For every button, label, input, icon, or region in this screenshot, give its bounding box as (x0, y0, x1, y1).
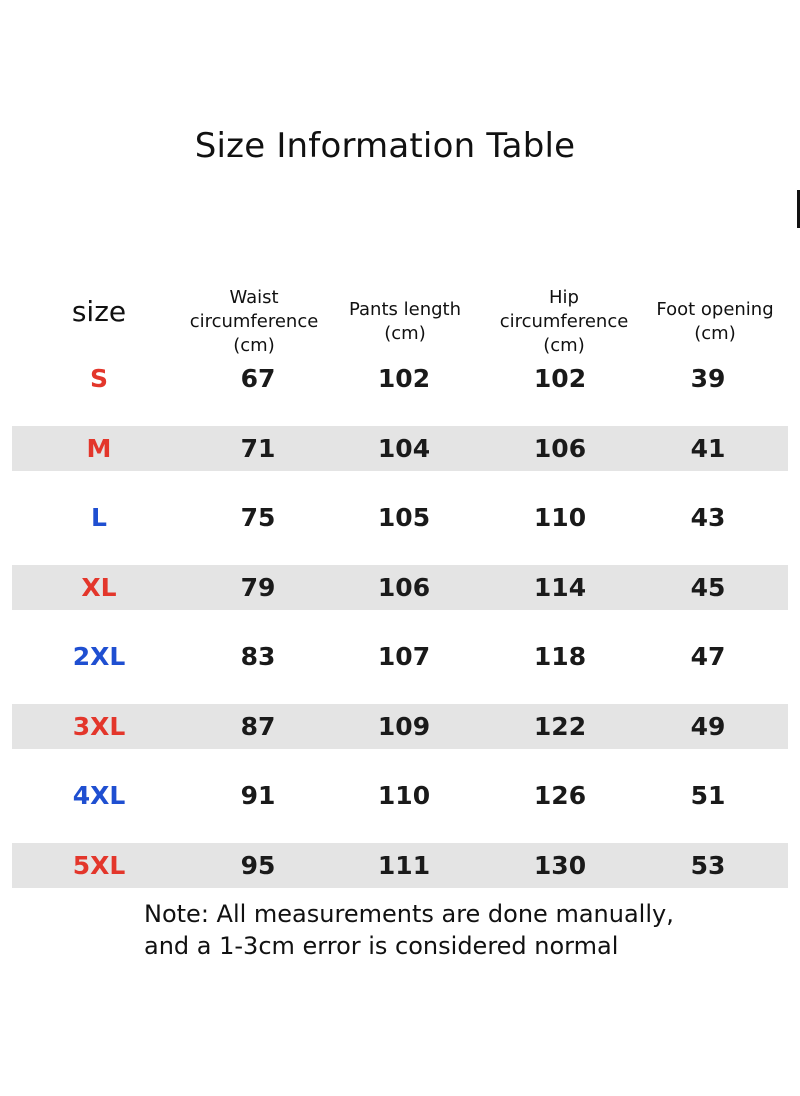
pants-length-cell: 111 (377, 850, 431, 880)
table-row: 2XL 83 107 118 47 (12, 622, 788, 692)
note-line-2: and a 1-3cm error is considered normal (144, 932, 619, 960)
table-row: S 67 102 102 39 (12, 344, 788, 414)
waist-cell: 87 (240, 711, 276, 741)
pants-length-cell: 110 (377, 781, 431, 811)
pants-length-cell: 109 (377, 711, 431, 741)
waist-cell: 83 (240, 642, 276, 672)
foot-opening-cell: 39 (690, 364, 726, 394)
foot-opening-cell: 51 (690, 781, 726, 811)
waist-cell: 91 (240, 781, 276, 811)
size-cell: S (89, 364, 108, 394)
waist-cell: 79 (240, 572, 276, 602)
waist-cell: 75 (240, 503, 276, 533)
note-line-1: Note: All measurements are done manually… (144, 900, 674, 928)
table-row: 4XL 91 110 126 51 (12, 761, 788, 831)
size-cell: XL (81, 572, 117, 602)
size-cell: 5XL (72, 850, 126, 880)
foot-opening-cell: 49 (690, 711, 726, 741)
size-table-body: S 67 102 102 39 M 71 104 106 41 L 75 105 110 43 XL 79 106… (12, 344, 788, 900)
header-pants-length: Pants length (cm) (348, 299, 462, 344)
hip-cell: 126 (533, 781, 587, 811)
hip-cell: 110 (533, 503, 587, 533)
table-row: L 75 105 110 43 (12, 483, 788, 553)
edge-divider (797, 190, 800, 228)
pants-length-cell: 104 (377, 433, 431, 463)
waist-cell: 71 (240, 433, 276, 463)
page-title: Size Information Table (194, 126, 576, 166)
table-row: XL 79 106 114 45 (12, 553, 788, 623)
table-header: size Waist circumference (cm) Pants leng… (12, 280, 788, 364)
pants-length-cell: 102 (377, 364, 431, 394)
row-background (12, 564, 788, 610)
foot-opening-cell: 43 (690, 503, 726, 533)
foot-opening-cell: 45 (690, 572, 726, 602)
table-row: 3XL 87 109 122 49 (12, 692, 788, 762)
row-background (12, 703, 788, 749)
row-background (12, 425, 788, 471)
table-row: M 71 104 106 41 (12, 414, 788, 484)
waist-cell: 95 (240, 850, 276, 880)
pants-length-cell: 107 (377, 642, 431, 672)
hip-cell: 106 (533, 433, 587, 463)
pants-length-cell: 106 (377, 572, 431, 602)
hip-cell: 122 (533, 711, 587, 741)
header-waist: Waist circumference (cm) (189, 287, 319, 356)
header-size: size (71, 295, 127, 328)
hip-cell: 118 (533, 642, 587, 672)
size-cell: M (86, 433, 112, 463)
hip-cell: 114 (533, 572, 587, 602)
header-foot-opening: Foot opening (cm) (656, 299, 774, 344)
pants-length-cell: 105 (377, 503, 431, 533)
header-hip: Hip circumference (cm) (499, 287, 629, 356)
foot-opening-cell: 41 (690, 433, 726, 463)
row-background (12, 842, 788, 888)
size-cell: L (91, 503, 107, 533)
size-cell: 4XL (72, 781, 126, 811)
size-cell: 2XL (72, 642, 126, 672)
foot-opening-cell: 47 (690, 642, 726, 672)
hip-cell: 102 (533, 364, 587, 394)
measurement-note: Note: All measurements are done manually… (144, 898, 674, 962)
foot-opening-cell: 53 (690, 850, 726, 880)
table-row: 5XL 95 111 130 53 (12, 831, 788, 901)
hip-cell: 130 (533, 850, 587, 880)
waist-cell: 67 (240, 364, 276, 394)
size-cell: 3XL (72, 711, 126, 741)
